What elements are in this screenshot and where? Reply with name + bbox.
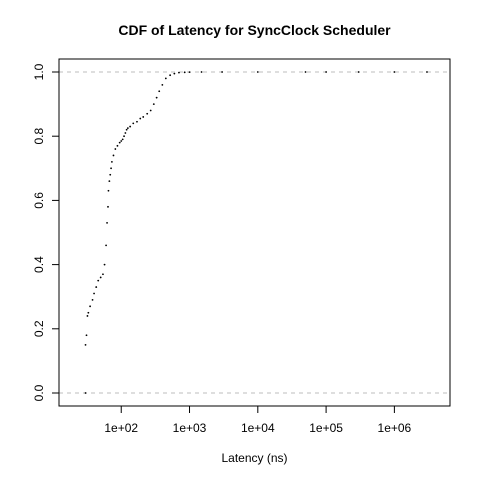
y-axis: 0.0 0.2 0.4 0.6 0.8 1.0 <box>32 63 59 401</box>
y-tick-label-5: 1.0 <box>32 63 46 80</box>
data-point <box>95 286 98 288</box>
data-point <box>116 144 119 147</box>
data-point <box>426 71 428 73</box>
data-point <box>109 173 112 176</box>
data-point <box>136 120 138 123</box>
data-point <box>129 125 132 128</box>
data-point <box>142 116 145 118</box>
data-point <box>114 148 117 150</box>
data-point <box>112 154 115 157</box>
data-point <box>121 138 124 141</box>
data-point <box>123 135 125 138</box>
chart-title: CDF of Latency for SyncClock Scheduler <box>118 22 391 38</box>
data-point <box>124 132 127 134</box>
data-point <box>158 90 161 93</box>
x-tick-label-0: 1e+02 <box>104 421 138 435</box>
x-tick-label-2: 1e+04 <box>241 421 275 435</box>
data-point <box>188 71 191 74</box>
y-tick-label-0: 0.0 <box>32 384 46 401</box>
data-point <box>256 71 259 73</box>
plot-frame <box>58 58 451 407</box>
x-tick-label-1: 1e+03 <box>173 421 207 435</box>
data-point <box>221 71 224 73</box>
y-tick-label-1: 0.2 <box>32 320 46 337</box>
data-point <box>152 103 155 105</box>
data-point <box>102 273 104 276</box>
data-point <box>110 167 112 170</box>
data-point <box>357 71 360 73</box>
data-point <box>132 122 135 125</box>
data-point <box>86 315 89 317</box>
data-point <box>126 127 129 130</box>
data-point <box>169 74 172 77</box>
y-tick-label-2: 0.4 <box>32 256 46 273</box>
reference-lines <box>59 71 450 394</box>
data-point <box>125 128 128 131</box>
data-points <box>84 71 428 394</box>
data-point <box>161 83 164 86</box>
data-point <box>84 392 87 394</box>
data-point <box>304 71 307 73</box>
data-point <box>93 292 95 295</box>
data-point <box>108 180 111 183</box>
data-point <box>120 140 123 142</box>
x-tick-label-3: 1e+05 <box>309 421 343 435</box>
data-point <box>85 334 88 337</box>
data-point <box>200 71 203 73</box>
data-point <box>105 244 107 247</box>
y-tick-label-3: 0.6 <box>32 192 46 209</box>
data-point <box>97 279 100 282</box>
data-point <box>149 109 152 112</box>
data-point <box>393 71 396 73</box>
data-point <box>91 299 94 301</box>
x-axis-label: Latency (ns) <box>221 451 287 465</box>
y-tick-label-4: 0.8 <box>32 128 46 145</box>
data-point <box>84 343 87 346</box>
data-point <box>99 276 102 279</box>
data-point <box>139 117 142 120</box>
data-point <box>325 71 327 73</box>
x-tick-label-4: 1e+06 <box>378 421 412 435</box>
data-point <box>146 112 149 115</box>
data-point <box>110 160 113 163</box>
data-point <box>173 72 176 75</box>
x-axis: 1e+02 1e+03 1e+04 1e+05 1e+06 <box>104 406 412 435</box>
data-point <box>107 189 110 192</box>
data-point <box>178 71 180 74</box>
data-point <box>107 205 109 208</box>
data-point <box>118 141 121 144</box>
data-point <box>183 71 186 74</box>
data-point <box>164 77 167 80</box>
data-point <box>155 96 158 99</box>
data-point <box>103 263 106 266</box>
data-point <box>106 221 108 224</box>
data-point <box>89 305 91 308</box>
data-point <box>87 311 90 314</box>
